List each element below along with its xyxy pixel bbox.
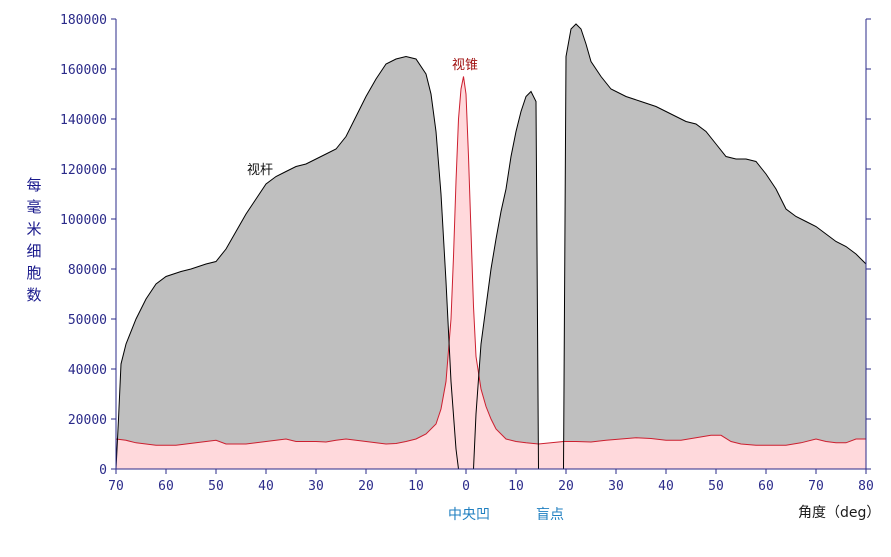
- y-tick-labels: 0 20000 40000 50000 80000 100000 120000 140000 1…: [60, 13, 871, 478]
- y-tick-label: 160000: [60, 63, 107, 78]
- blind-spot-label: 盲点: [536, 506, 564, 523]
- x-tick-label: 30: [308, 479, 324, 494]
- x-tick-label: 20: [358, 479, 374, 494]
- x-tick-label: 40: [658, 479, 674, 494]
- x-tick-label: 10: [508, 479, 524, 494]
- y-tick-label: 50000: [68, 313, 107, 328]
- rods-outline: [115, 23, 867, 470]
- x-tick-label: 50: [208, 479, 224, 494]
- cones-line: [115, 76, 866, 446]
- fovea-label: 中央凹: [448, 507, 490, 523]
- x-tick-label: 80: [858, 479, 874, 494]
- x-tick-labels: 70 60 50 40 30 20 10 0 10 20 30 40 50 60 70 80: [108, 469, 874, 494]
- axes: [115, 19, 867, 470]
- y-axis-label-char: 细: [26, 242, 41, 260]
- y-tick-label: 40000: [68, 363, 107, 378]
- y-tick-label: 100000: [60, 213, 107, 228]
- x-tick-label: 10: [408, 479, 424, 494]
- x-tick-label: 70: [108, 479, 124, 494]
- x-tick-label: 0: [462, 479, 470, 494]
- rods-area: [116, 24, 866, 469]
- x-tick-label: 30: [608, 479, 624, 494]
- blind-spot-band: [538, 19, 564, 469]
- x-tick-label: 50: [708, 479, 724, 494]
- y-axis-label-char: 米: [26, 220, 41, 238]
- y-axis-label-char: 数: [26, 286, 41, 304]
- y-tick-label: 0: [99, 463, 107, 478]
- plot-area: [115, 19, 867, 470]
- y-tick-label: 120000: [60, 163, 107, 178]
- x-tick-label: 60: [158, 479, 174, 494]
- y-tick-label: 140000: [60, 113, 107, 128]
- y-axis-label-char: 每: [26, 176, 41, 194]
- x-tick-label: 60: [758, 479, 774, 494]
- x-axis-label: 角度（deg）: [798, 505, 880, 521]
- y-tick-label: 20000: [68, 413, 107, 428]
- rods-series-label: 视杆: [247, 163, 273, 178]
- cones-series-label: 视锥: [452, 58, 478, 73]
- x-tick-label: 40: [258, 479, 274, 494]
- y-axis-label-char: 毫: [26, 198, 41, 216]
- y-tick-label: 80000: [68, 263, 107, 278]
- x-tick-label: 20: [558, 479, 574, 494]
- y-axis-label-char: 胞: [26, 264, 41, 282]
- y-tick-label: 180000: [60, 13, 107, 28]
- x-tick-label: 70: [808, 479, 824, 494]
